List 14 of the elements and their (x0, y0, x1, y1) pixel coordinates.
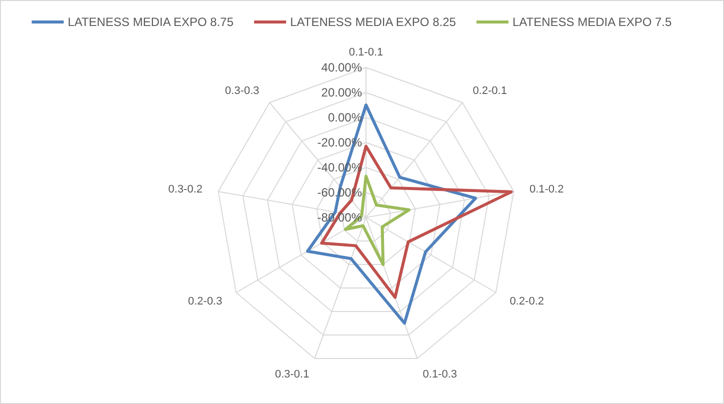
y-tick-label: 20.00% (321, 86, 362, 100)
spoke-label: 0.2-0.1 (472, 85, 507, 98)
spoke-label: 0.3-0.3 (225, 85, 260, 98)
spoke-label: 0.1-0.3 (422, 368, 458, 380)
legend-label: LATENESS MEDIA EXPO 8.25 (290, 15, 456, 30)
spoke-label: 0.2-0.3 (188, 295, 222, 308)
spoke-label: 0.1-0.1 (348, 46, 384, 58)
legend-label: LATENESS MEDIA EXPO 7.5 (512, 15, 672, 30)
y-tick-label: 40.00% (321, 60, 362, 75)
spoke-label: 0.3-0.1 (274, 368, 310, 380)
legend-label: LATENESS MEDIA EXPO 8.75 (68, 15, 234, 30)
spoke-label: 0.1-0.2 (529, 184, 564, 196)
spoke-label: 0.3-0.2 (168, 184, 203, 196)
spoke-label: 0.2-0.2 (510, 295, 544, 308)
